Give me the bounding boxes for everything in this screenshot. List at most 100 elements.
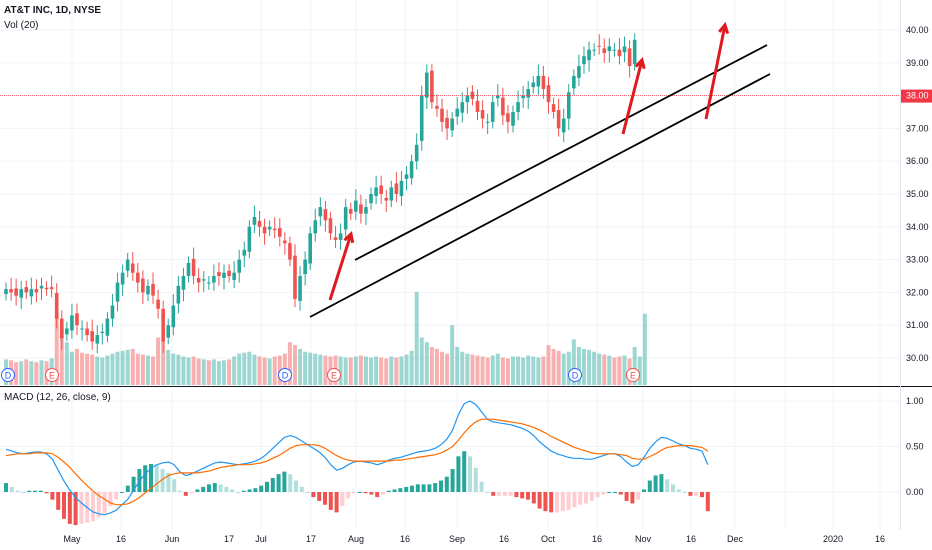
marker-letter: E [331,371,337,381]
volume-bar [363,356,368,385]
marker-letter: E [49,371,55,381]
candle-body [207,282,211,284]
macd-axis[interactable]: 1.00 0.50 0.00 [906,396,924,497]
candle-body [272,228,277,231]
volume-bar [277,355,282,385]
volume-bar [399,356,404,385]
volume-bar [161,341,166,385]
volume-bar [130,348,135,385]
macd-indicator-label[interactable]: MACD (12, 26, close, 9) [4,392,111,403]
volume-bar [54,313,59,385]
volume-bar [348,357,353,385]
volume-bar [485,357,490,385]
candle-body [521,95,525,99]
macd-histogram-bar [305,492,310,493]
volume-bar [166,349,171,385]
volume-bar [90,354,95,385]
macd-histogram-bar [143,465,148,492]
volume-bar [358,355,363,385]
macd-histogram-bar [549,492,554,513]
macd-histogram-bar [102,492,107,514]
macd-histogram-bar [218,484,223,492]
volume-bar [69,351,74,385]
candle-body [622,46,627,53]
macd-histogram-bar [578,492,583,505]
candle-body [196,277,201,283]
macd-histogram-bar [427,484,432,492]
macd-histogram-bar [659,474,664,492]
macd-histogram-bar [665,479,670,492]
earnings-marker[interactable]: E [45,368,59,382]
symbol-title[interactable]: AT&T INC, 1D, NYSE [4,5,102,16]
macd-histogram-bar [485,492,490,493]
candle-body [607,46,612,51]
volume-bar [440,351,445,385]
marker-circle [278,368,292,382]
dividend-marker[interactable]: D [568,368,582,382]
macd-histogram-bar [56,492,61,510]
marker-letter: D [5,371,12,381]
volume-bar [434,348,439,385]
volume-bar [369,357,374,385]
macd-histogram-bar [253,488,258,492]
candle-body [333,237,338,240]
candle-body [566,92,571,119]
volume-bar [227,359,232,385]
macd-histogram [4,451,710,526]
candle-body [283,240,287,244]
candle-body [425,72,429,98]
macd-histogram-bar [415,484,420,492]
macd-histogram-bar [189,492,194,494]
volume-bar [95,356,100,385]
macd-histogram-bar [410,485,414,492]
volume-bar [546,345,551,385]
dividend-marker[interactable]: D [278,368,292,382]
volume-bar [622,355,627,385]
annotation-arrow [621,59,644,135]
price-axis-label: 32.00 [906,287,929,297]
price-axis-label: 30.00 [906,353,929,363]
earnings-marker[interactable]: E [626,368,640,382]
candle-body [262,226,267,234]
macd-histogram-bar [212,483,217,492]
macd-histogram-bar [230,489,235,492]
candle-body [551,104,556,112]
volume-bar [470,354,475,385]
dividend-marker[interactable]: D [1,368,15,382]
candle-body [445,117,449,129]
candle-body [14,288,18,296]
macd-histogram-bar [589,492,594,501]
volume-bar [313,353,318,385]
macd-histogram-bar [131,476,136,492]
volume-bar [561,353,566,385]
candle-body [450,118,454,131]
earnings-marker[interactable]: E [327,368,341,382]
marker-circle [45,368,59,382]
macd-histogram-bar [392,489,397,492]
volume-bar [206,360,211,385]
macd-histogram-bar [149,463,153,492]
volume-bar [353,356,358,385]
price-axis[interactable]: 40.00 39.00 37.00 36.00 35.00 34.00 33.00 32.00… [906,25,929,363]
time-axis[interactable]: May 16 Jun 17 Jul 17 Aug 16 Sep 16 Oct 16 Nov 16 Dec 20… [63,534,885,544]
volume-bar [196,358,201,385]
candle-body [632,39,637,65]
macd-histogram-bar [705,492,710,512]
volume-bar [74,348,79,385]
annotations-layer[interactable] [309,21,771,318]
macd-histogram-bar [682,492,687,493]
candle-body [389,187,394,201]
volume-indicator-label[interactable]: Vol (20) [4,20,39,31]
volume-bar [445,353,450,385]
candle-body [313,220,318,234]
macd-histogram-bar [555,492,559,513]
volume-bar [556,350,561,385]
candle-body [151,283,155,296]
macd-histogram-bar [4,483,8,492]
candle-body [166,325,171,338]
time-axis-label: 17 [224,534,234,544]
time-axis-label: Oct [541,534,556,544]
macd-histogram-bar [294,480,298,492]
